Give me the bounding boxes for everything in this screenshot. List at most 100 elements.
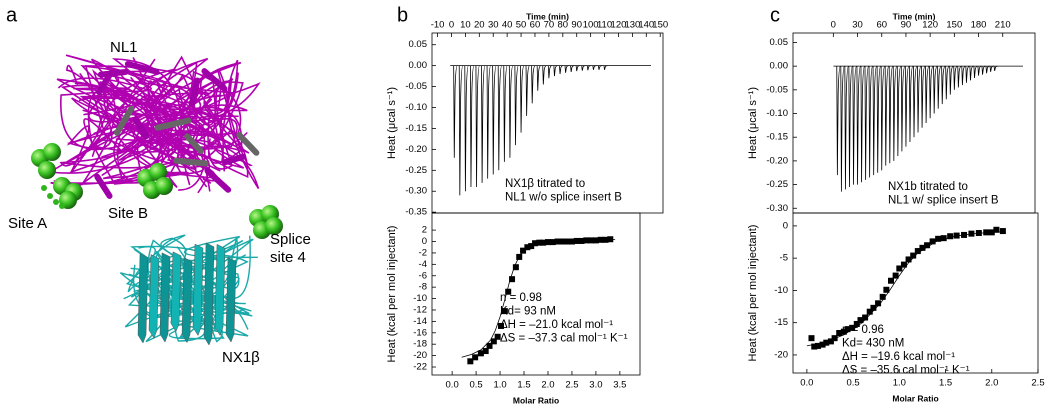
injection-peak <box>880 65 886 171</box>
data-point <box>540 239 547 246</box>
helix <box>236 131 260 156</box>
y-tick-label: -12 <box>413 304 427 315</box>
y-tick-label: -0.20 <box>766 155 788 166</box>
y-tick-label: -5 <box>780 253 788 264</box>
strand <box>137 253 149 344</box>
injection-peak <box>570 65 575 72</box>
y-tick-label: -0.15 <box>766 132 788 143</box>
injection-peak <box>848 65 853 187</box>
injection-peak <box>525 65 530 116</box>
injection-peak <box>961 65 966 86</box>
y-tick-label: 0 <box>422 236 427 247</box>
injection-peak <box>925 65 930 124</box>
data-point <box>919 244 926 251</box>
x-tick-label: 20 <box>474 20 485 31</box>
data-point <box>853 320 860 327</box>
y-tick-label: -4 <box>419 259 427 270</box>
injection-peak <box>486 65 492 179</box>
injection-peak <box>949 65 954 95</box>
x-tick-label: 0.5 <box>846 378 859 389</box>
y-axis-label: Heat (kcal per mol injectant) <box>747 225 759 362</box>
injection-peak <box>937 65 942 109</box>
data-point <box>564 238 571 245</box>
data-point <box>811 343 818 350</box>
data-point <box>831 335 838 342</box>
panel-label: b <box>397 4 408 26</box>
data-point <box>592 237 599 244</box>
data-point <box>516 253 523 260</box>
data-point <box>544 239 551 246</box>
data-point <box>583 237 590 244</box>
injection-peak <box>868 65 874 178</box>
data-point <box>896 265 903 272</box>
helix <box>114 105 135 136</box>
x-tick-label: 3.0 <box>589 380 602 391</box>
injection-peak <box>844 65 849 190</box>
injection-peak <box>497 65 503 171</box>
ribbon <box>156 81 238 188</box>
x-tick-label: 50 <box>516 20 527 31</box>
x-tick-label: 0.0 <box>446 380 459 391</box>
injection-peak <box>581 65 586 71</box>
data-point <box>910 252 917 259</box>
injection-peak <box>475 65 480 188</box>
data-point <box>929 238 936 245</box>
data-point <box>536 239 543 246</box>
injection-peak <box>575 65 580 72</box>
annotation: NX1β titrated to <box>505 178 585 190</box>
x-tick-label: 70 <box>544 20 555 31</box>
injection-peak <box>872 65 878 176</box>
x-tick-label: 2.0 <box>985 378 998 389</box>
helix <box>124 60 160 75</box>
injection-peak <box>904 65 910 147</box>
y-tick-label: -14 <box>413 316 427 327</box>
data-point <box>953 232 960 239</box>
ribbon <box>66 82 152 174</box>
atom-sphere <box>155 177 173 195</box>
site-dot <box>41 185 47 191</box>
y-tick-label: -0.10 <box>405 102 427 113</box>
injection-peak <box>542 65 547 85</box>
injection-peak <box>908 65 914 142</box>
data-point <box>467 358 474 365</box>
data-point <box>524 244 531 251</box>
helix <box>94 173 113 199</box>
data-point <box>888 277 894 284</box>
y-tick-label: -0.30 <box>766 203 788 214</box>
x-tick-label: 140 <box>638 20 654 31</box>
data-point <box>827 338 834 345</box>
injection-peak <box>892 65 898 161</box>
x-tick-label: 0 <box>831 20 836 31</box>
y-tick-label: -10 <box>774 285 788 296</box>
strand <box>181 257 193 344</box>
data-point <box>814 342 821 349</box>
y-tick-label: -0.05 <box>766 84 788 95</box>
injection-peak <box>597 65 603 70</box>
data-point <box>512 264 519 271</box>
injection-peak <box>840 65 845 192</box>
data-point <box>879 293 886 300</box>
data-point <box>559 238 566 245</box>
ribbon <box>115 70 219 142</box>
injection-peak <box>933 65 938 114</box>
structure-label: NX1β <box>222 349 260 366</box>
y-axis-label: Heat (μcal s⁻¹) <box>386 87 398 159</box>
atom-sphere <box>43 143 61 161</box>
y-tick-label: -0.25 <box>766 179 788 190</box>
x-tick-label: 2.5 <box>565 380 578 391</box>
y-tick-label: 0 <box>783 220 788 231</box>
strand <box>159 252 171 343</box>
injection-peak <box>993 65 998 71</box>
data-point <box>472 354 479 361</box>
data-point <box>924 242 931 249</box>
data-point <box>935 235 942 242</box>
ribbon <box>92 69 235 146</box>
y-tick-label: -0.10 <box>766 108 788 119</box>
injection-peak <box>900 65 906 152</box>
injection-peak <box>603 65 608 70</box>
ribbon <box>91 57 209 157</box>
y-tick-label: -2 <box>419 247 427 258</box>
data-point <box>477 350 484 357</box>
data-point <box>988 229 995 236</box>
data-point <box>490 338 497 345</box>
